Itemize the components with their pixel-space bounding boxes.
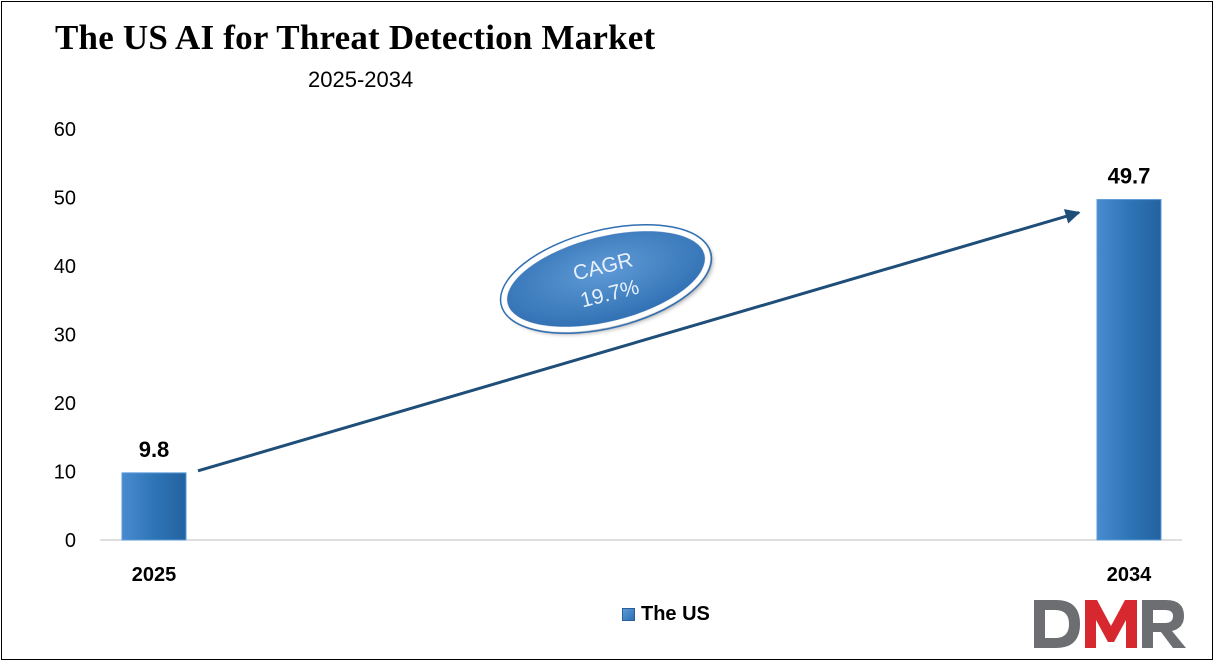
y-tick-label: 10 bbox=[54, 462, 76, 484]
y-tick-label: 0 bbox=[65, 530, 76, 552]
chart-subtitle: 2025-2034 bbox=[308, 67, 414, 92]
data-label: 9.8 bbox=[139, 437, 170, 462]
data-labels: 9.8 49.7 bbox=[139, 164, 1151, 462]
dmr-logo bbox=[1034, 600, 1186, 648]
x-tick-label: 2025 bbox=[132, 564, 177, 586]
x-axis-labels: 2025 2034 bbox=[132, 564, 1152, 586]
chart-title: The US AI for Threat Detection Market bbox=[55, 18, 656, 57]
trend-arrow bbox=[197, 209, 1081, 473]
y-tick-label: 40 bbox=[54, 256, 76, 278]
y-axis: 0 10 20 30 40 50 60 bbox=[54, 119, 76, 552]
cagr-annotation: CAGR 19.7% bbox=[499, 223, 713, 335]
y-tick-label: 60 bbox=[54, 119, 76, 141]
logo-letter-d bbox=[1034, 600, 1080, 648]
logo-letter-m bbox=[1085, 600, 1137, 648]
bars bbox=[121, 199, 1162, 541]
x-tick-label: 2034 bbox=[1107, 564, 1152, 586]
data-label: 49.7 bbox=[1108, 164, 1151, 189]
y-tick-label: 20 bbox=[54, 393, 76, 415]
y-tick-label: 30 bbox=[54, 325, 76, 347]
y-tick-label: 50 bbox=[54, 188, 76, 210]
bar-2025 bbox=[121, 472, 187, 541]
bar-2034 bbox=[1096, 199, 1162, 541]
logo-letter-r bbox=[1142, 600, 1186, 648]
legend-swatch bbox=[622, 608, 635, 621]
legend-label: The US bbox=[641, 603, 710, 625]
cagr-ellipse bbox=[502, 226, 710, 332]
legend: The US bbox=[622, 603, 710, 626]
